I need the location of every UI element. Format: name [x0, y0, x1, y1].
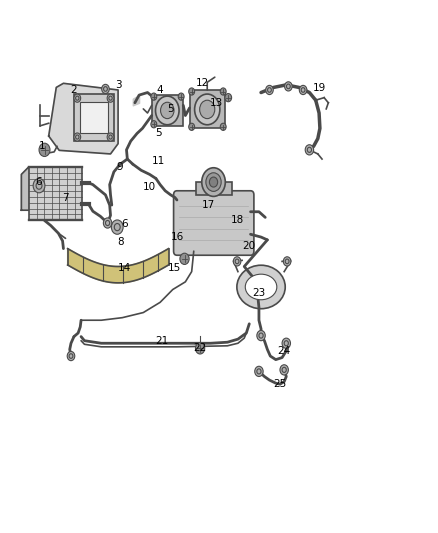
- Bar: [74, 94, 114, 141]
- Circle shape: [266, 85, 273, 94]
- Circle shape: [151, 93, 157, 100]
- Text: 6: 6: [121, 219, 128, 229]
- Circle shape: [282, 338, 290, 349]
- Circle shape: [107, 133, 114, 141]
- Circle shape: [206, 173, 221, 191]
- Circle shape: [209, 177, 218, 187]
- Circle shape: [107, 94, 114, 102]
- Text: 8: 8: [117, 237, 124, 247]
- Bar: [29, 167, 82, 221]
- Circle shape: [74, 94, 81, 102]
- Text: 19: 19: [313, 84, 327, 93]
- Polygon shape: [21, 167, 29, 210]
- Circle shape: [233, 257, 241, 266]
- Circle shape: [225, 94, 232, 102]
- Circle shape: [299, 85, 307, 94]
- Circle shape: [103, 218, 112, 228]
- Circle shape: [220, 123, 226, 131]
- Circle shape: [74, 133, 81, 141]
- Text: 3: 3: [115, 80, 121, 90]
- Text: 25: 25: [273, 379, 286, 389]
- Circle shape: [111, 220, 123, 235]
- Text: 22: 22: [194, 343, 207, 353]
- Circle shape: [255, 366, 263, 376]
- Ellipse shape: [237, 265, 285, 309]
- Text: 1: 1: [39, 141, 46, 151]
- FancyBboxPatch shape: [173, 191, 254, 255]
- Text: 5: 5: [155, 128, 161, 139]
- Circle shape: [180, 253, 189, 264]
- Circle shape: [189, 88, 194, 95]
- Circle shape: [202, 168, 225, 196]
- Text: 21: 21: [155, 336, 169, 346]
- Circle shape: [155, 96, 179, 125]
- Circle shape: [283, 257, 291, 266]
- Circle shape: [194, 94, 220, 125]
- Circle shape: [33, 179, 45, 193]
- Bar: [190, 90, 225, 128]
- Text: 24: 24: [278, 346, 291, 356]
- Circle shape: [195, 343, 205, 354]
- Text: 6: 6: [35, 177, 42, 187]
- Circle shape: [200, 100, 215, 119]
- Circle shape: [102, 84, 109, 94]
- Text: 17: 17: [202, 200, 215, 210]
- Circle shape: [257, 330, 265, 341]
- Text: 20: 20: [242, 241, 255, 251]
- Circle shape: [189, 123, 194, 131]
- Circle shape: [285, 82, 292, 91]
- Circle shape: [280, 365, 288, 375]
- Text: 2: 2: [71, 85, 77, 95]
- Circle shape: [220, 88, 226, 95]
- Text: 14: 14: [118, 263, 131, 272]
- Bar: [80, 102, 108, 133]
- Polygon shape: [49, 83, 118, 154]
- Circle shape: [67, 351, 75, 361]
- Bar: [152, 95, 183, 126]
- Text: 7: 7: [62, 193, 69, 204]
- Text: 4: 4: [157, 85, 163, 95]
- Circle shape: [305, 145, 314, 155]
- Text: 12: 12: [195, 78, 209, 88]
- Circle shape: [161, 102, 174, 119]
- Circle shape: [151, 120, 157, 128]
- Bar: [196, 182, 232, 195]
- Text: 16: 16: [170, 232, 184, 242]
- Text: 9: 9: [117, 162, 124, 172]
- Text: 18: 18: [231, 215, 244, 225]
- Text: 11: 11: [152, 156, 165, 166]
- Text: 10: 10: [143, 182, 156, 192]
- Text: 13: 13: [210, 98, 223, 108]
- Ellipse shape: [245, 274, 277, 300]
- Text: 23: 23: [252, 288, 265, 298]
- Polygon shape: [67, 248, 169, 283]
- Text: 15: 15: [168, 263, 181, 272]
- Text: 5: 5: [167, 104, 174, 114]
- Circle shape: [178, 93, 184, 100]
- Circle shape: [39, 143, 50, 157]
